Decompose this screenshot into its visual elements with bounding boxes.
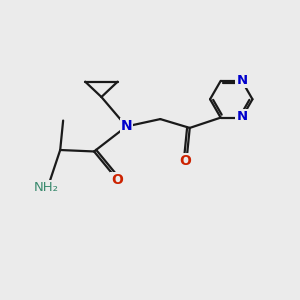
Text: O: O [111, 173, 123, 187]
Text: N: N [236, 74, 247, 87]
Text: NH₂: NH₂ [34, 181, 59, 194]
Text: N: N [121, 119, 132, 134]
Text: O: O [179, 154, 191, 168]
Text: N: N [236, 110, 247, 123]
